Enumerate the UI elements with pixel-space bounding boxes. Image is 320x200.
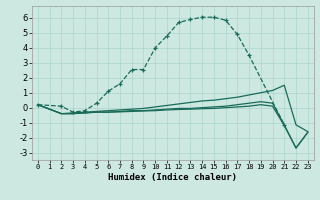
X-axis label: Humidex (Indice chaleur): Humidex (Indice chaleur) xyxy=(108,173,237,182)
